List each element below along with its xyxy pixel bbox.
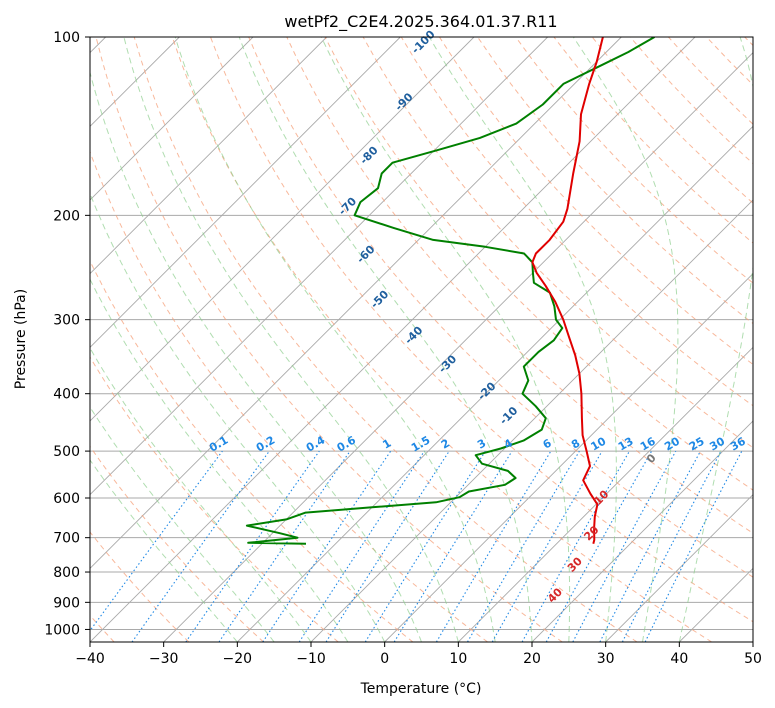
moist-adiabat-line [174,37,496,642]
plot-background [90,37,753,642]
isotherm-line [531,420,753,642]
x-tick-label: 40 [670,651,688,667]
isotherm-line [90,37,622,569]
isotherm-line [90,37,327,275]
y-tick-label: 900 [53,595,80,611]
dry-adiabat-line [90,356,339,642]
moist-adiabat-line [320,37,571,642]
dry-adiabat-line [438,37,753,366]
x-tick-label: 30 [597,651,615,667]
dry-adiabat-line [90,150,488,642]
y-tick-label: 800 [53,565,80,581]
mixing-ratio-line [185,450,320,642]
y-tick-label: 200 [53,208,80,224]
y-tick-label: 100 [53,30,80,46]
y-tick-label: 700 [53,531,80,547]
mixing-ratio-line [298,450,425,642]
isotherm-line [90,37,401,348]
mixing-ratio-line [644,450,743,642]
axes: −40 −30 −20 −10 0 10 20 30 40 50 100 200 300 400 500 60… [44,30,762,667]
moist-adiabat-line [678,37,753,642]
x-tick-label: 10 [449,651,467,667]
dry-adiabat-line [90,531,190,642]
dry-adiabat-line [210,37,753,623]
y-tick-label: 1000 [44,622,80,638]
x-axis-label: Temperature (°C) [360,681,482,697]
isotherm-line [90,37,254,201]
x-tick-label: −40 [75,651,105,667]
moist-adiabat-line [90,278,349,642]
x-tick-label: 0 [380,651,389,667]
moist-adiabat-line [90,347,312,642]
dry-adiabat-line [248,37,753,578]
dry-adiabat-line [400,37,753,407]
profile-lines [245,37,655,545]
mixing-ratio-line [262,450,392,642]
mixing-ratio-line [325,450,450,642]
x-tick-label: 20 [523,651,541,667]
y-axis-label: Pressure (hPa) [13,289,29,389]
moist-adiabat-line [90,192,386,642]
moist-adiabat-line [238,37,533,642]
moist-adiabat-line [90,459,238,642]
mixing-ratio-line [572,450,677,642]
isotherm-line [605,494,753,642]
mixing-ratio-line [545,450,653,642]
moist-adiabat-line [123,37,459,642]
reference-curve [0,37,2,642]
dry-adiabat-line [133,37,638,642]
dry-adiabat-line [95,37,563,642]
dry-adiabat-line [90,259,414,642]
dry-adiabat-line [286,37,753,534]
mixing-ratio-line [218,450,351,642]
moist-adiabat-line [428,37,617,642]
y-tick-label: 500 [53,444,80,460]
chart-title: wetPf2_C2E4.2025.364.01.37.R11 [284,12,557,32]
moist-adiabat-line [90,406,275,642]
isotherm-line [90,37,475,422]
isotherm-line [90,37,548,496]
moist-adiabat-line [90,70,422,642]
dewpoint-profile-line [245,37,655,545]
moist-adiabat-line [572,37,679,642]
y-tick-label: 600 [53,491,80,507]
mixing-ratio-line [521,450,630,642]
isotherm-line [237,125,753,642]
isotherm-line [384,273,753,642]
x-tick-label: −20 [223,651,253,667]
dry-adiabat-line [90,445,264,642]
isotherm-line [752,641,753,642]
isotherm-line [458,346,753,642]
mixing-ratio-line [90,450,223,632]
x-tick-label: 50 [744,651,762,667]
x-tick-label: −30 [149,651,179,667]
x-tick-label: −10 [296,651,326,667]
temperature-profile-line [531,37,604,545]
plot-frame [89,36,754,643]
mixing-ratio-line [131,450,270,642]
dry-adiabat-line [515,37,753,284]
y-tick-label: 400 [53,387,80,403]
mixing-ratio-line [393,450,513,642]
y-tick-label: 300 [53,313,80,329]
